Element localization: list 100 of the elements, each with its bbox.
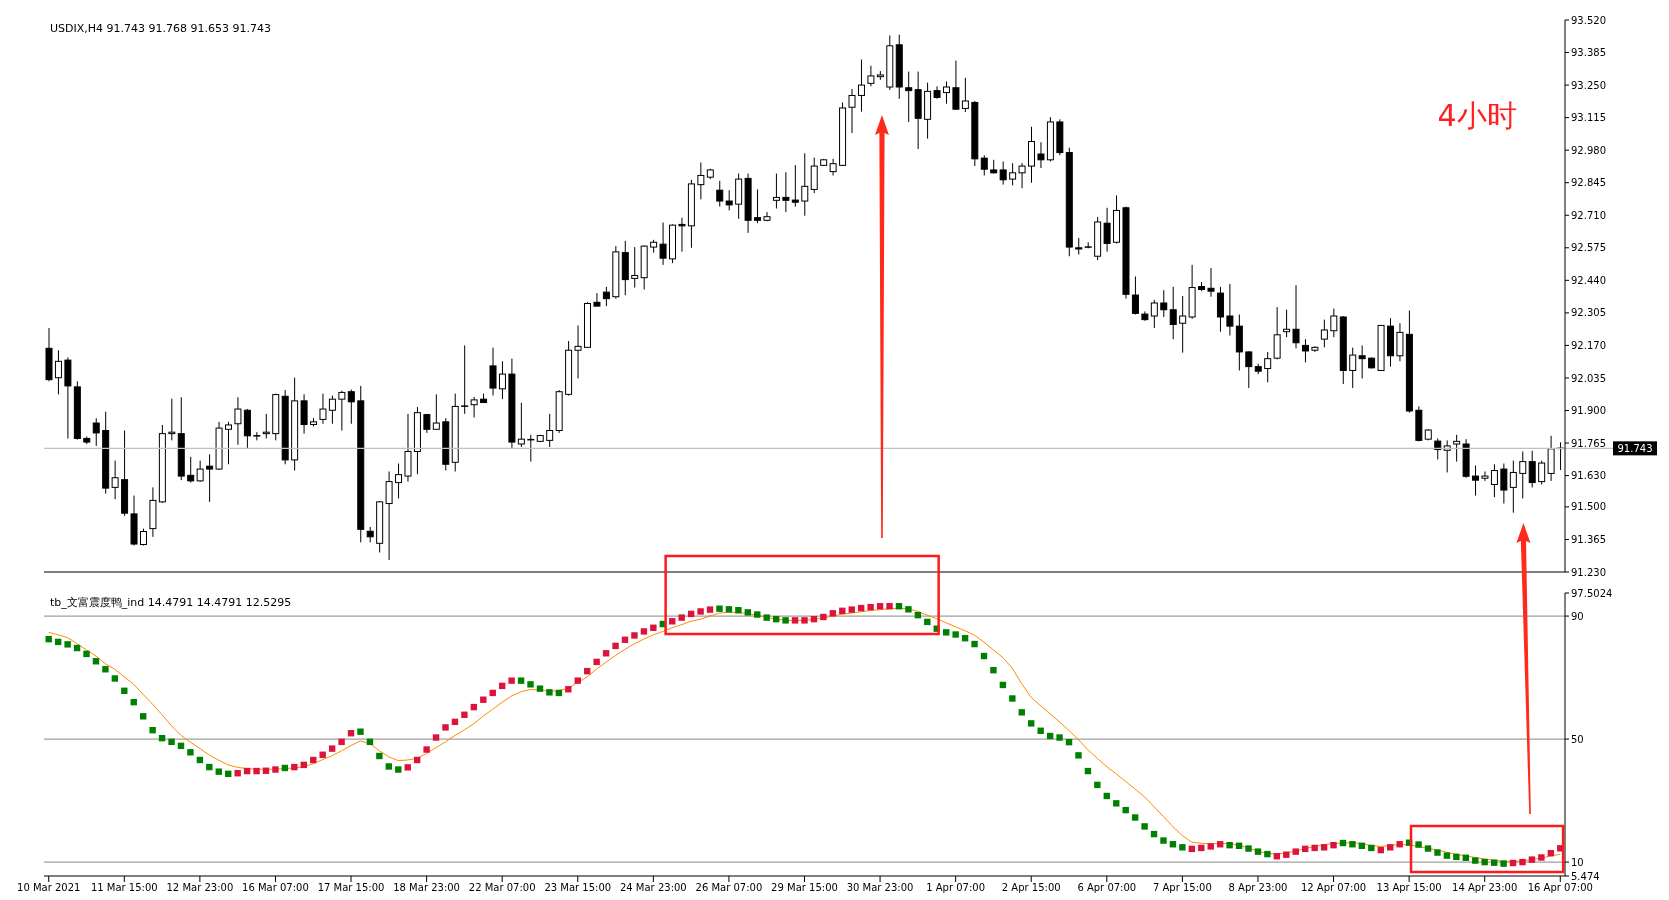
x-tick-label: 10 Mar 2021 [17,882,81,894]
candlestick [631,246,639,289]
x-tick-label: 12 Apr 07:00 [1300,882,1367,894]
candlestick [697,161,705,200]
y-tick-label: 93.115 [1571,112,1606,124]
candlestick [1490,463,1498,498]
candlestick [810,157,818,194]
candlestick [1226,283,1234,337]
y-tick-label: 10 [1571,856,1584,868]
y-tick-label: 91.365 [1571,534,1606,546]
candlestick [498,360,506,400]
candlestick [1169,286,1177,340]
candlestick [1330,308,1338,338]
x-tick-label: 7 Apr 15:00 [1152,882,1212,894]
candlestick [92,417,100,447]
candlestick [1538,460,1546,485]
candlestick [1018,162,1026,189]
candlestick [1103,207,1111,253]
candlestick [111,460,119,500]
y-tick-label: 91.630 [1571,470,1606,482]
y-tick-label: 92.305 [1571,307,1606,319]
candlestick [319,393,327,425]
candlestick [857,59,865,113]
candlestick [395,463,403,499]
candlestick [1216,286,1224,333]
candlestick [54,349,62,395]
candlestick [432,393,440,430]
y-tick-label: 93.520 [1571,14,1606,26]
y-tick-label: 93.250 [1571,79,1606,91]
candlestick [1481,470,1489,482]
candlestick [754,188,762,224]
candlestick [593,292,601,307]
candlestick [1292,284,1300,349]
x-tick-label: 30 Mar 23:00 [846,882,914,894]
x-tick-label: 22 Mar 07:00 [468,882,536,894]
candlestick [1245,350,1253,389]
candlestick [206,453,214,503]
y-tick-label: 90 [1571,610,1584,622]
candlestick [1509,460,1517,514]
candlestick [1349,347,1357,389]
candlestick [1500,463,1508,505]
candlestick [1396,322,1404,362]
candlestick [659,221,667,266]
candlestick [470,396,478,418]
candlestick [1207,267,1215,298]
candlestick [196,460,204,483]
candlestick [234,396,242,446]
x-tick-label: 23 Mar 15:00 [544,882,612,894]
annotation: 4小时 [1437,97,1517,135]
y-tick-label: 91.230 [1571,566,1606,578]
candlestick [952,60,960,111]
x-tick-label: 29 Mar 15:00 [771,882,838,894]
y-tick-label: 91.900 [1571,405,1606,417]
x-tick-label: 24 Mar 23:00 [619,882,687,894]
candlestick [867,65,875,87]
x-tick-label: 14 Apr 23:00 [1452,882,1518,894]
x-tick-label: 17 Mar 15:00 [317,882,385,894]
x-tick-label: 12 Mar 23:00 [166,882,234,894]
candlestick [1472,464,1480,497]
candlestick [942,80,950,105]
candlestick [347,389,355,425]
x-tick-label: 16 Apr 07:00 [1527,882,1593,894]
chart-title: tb_文富震度鸭_ind 14.4791 14.4791 12.5295 [50,595,292,610]
candlestick [1519,450,1527,499]
ref-line-label: 91.743 [1617,443,1653,455]
candlestick [338,390,346,431]
candlestick [225,421,232,465]
candlestick [187,456,195,484]
candlestick [1453,434,1461,463]
candlestick [725,189,733,211]
candlestick [1434,437,1442,460]
y-tick-label: 97.5024 [1571,587,1613,599]
y-tick-label: 50 [1571,733,1584,745]
y-tick-label: 93.385 [1571,47,1606,59]
candlestick [1273,306,1281,360]
candlestick [1179,295,1187,354]
y-tick-label: 92.440 [1571,274,1606,286]
candlestick [574,324,582,379]
candlestick [716,180,724,208]
candlestick [1037,141,1045,169]
x-tick-label: 2 Apr 15:00 [1001,882,1061,894]
candlestick [1320,319,1328,348]
candlestick [1283,309,1291,338]
y-tick-label: 91.765 [1571,437,1606,449]
candlestick [461,344,469,415]
y-tick-label: 91.500 [1571,501,1606,513]
candlestick [300,393,308,435]
candlestick [1301,338,1309,363]
candlestick [961,77,969,113]
candlestick [1358,344,1366,379]
candlestick [489,347,497,397]
y-tick-label: 92.170 [1571,339,1606,351]
x-tick-label: 16 Mar 07:00 [242,882,309,894]
candlestick [782,171,790,213]
candlestick [385,470,393,561]
candlestick [1009,162,1017,186]
candlestick [980,154,988,176]
x-tick-label: 1 Apr 07:00 [926,882,986,894]
x-tick-label: 26 Mar 07:00 [695,882,763,894]
candlestick [328,395,336,425]
